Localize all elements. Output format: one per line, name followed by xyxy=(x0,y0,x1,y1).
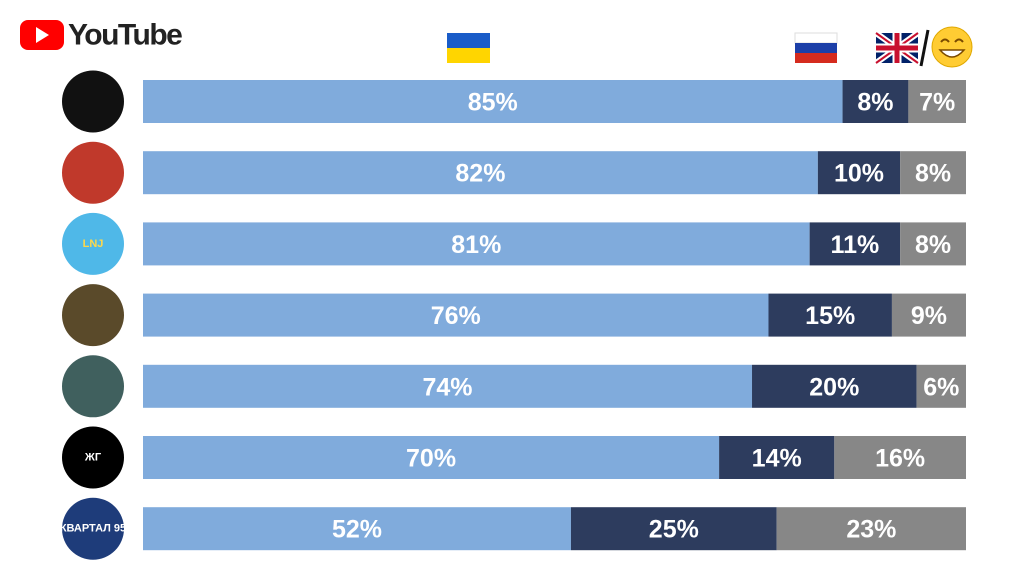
bar-segment xyxy=(143,364,753,408)
channel-avatar xyxy=(62,212,124,275)
channel-avatar xyxy=(62,284,124,347)
bar-segment xyxy=(834,436,966,479)
value-label: 11% xyxy=(831,231,880,259)
bar-segment xyxy=(143,507,571,551)
emoji-face xyxy=(931,26,973,68)
logo-text: YouTube xyxy=(68,19,182,52)
emoji-eyes xyxy=(940,38,964,43)
value-label: 15% xyxy=(805,302,855,330)
bar-segment xyxy=(908,80,966,123)
value-label: 6% xyxy=(923,373,959,401)
flag-white xyxy=(794,32,838,44)
value-label: 52% xyxy=(332,516,382,544)
value-label: 81% xyxy=(451,231,501,259)
value-label: 76% xyxy=(431,302,481,330)
flag-blue xyxy=(795,43,837,53)
uk-cross-red xyxy=(876,33,918,63)
value-label: 7% xyxy=(919,89,955,117)
bar-segment xyxy=(143,80,843,123)
bar-segment xyxy=(842,80,909,123)
bar-segment xyxy=(143,151,818,195)
bar-segment xyxy=(143,293,769,337)
value-label: 74% xyxy=(422,373,472,401)
bar-segment xyxy=(900,151,966,195)
legend-ukraine-flag xyxy=(447,33,490,63)
channel-avatar xyxy=(62,70,124,133)
legend-russia-flag xyxy=(794,32,838,63)
avatar-label: ЖГ xyxy=(84,452,102,464)
bar-segment xyxy=(719,436,835,479)
bar-segment xyxy=(570,507,777,551)
avatar-label: КВАРТАЛ 95 xyxy=(60,523,126,535)
value-label: 20% xyxy=(809,373,859,401)
value-label: 23% xyxy=(846,516,896,544)
flag-yellow xyxy=(447,48,490,63)
bar-segment xyxy=(817,151,901,195)
emoji-mouth xyxy=(938,49,966,58)
legend-other xyxy=(874,26,973,68)
value-label: 14% xyxy=(752,445,802,473)
youtube-logo: YouTube xyxy=(20,19,184,52)
flag-red xyxy=(795,53,837,63)
value-label: 82% xyxy=(455,160,505,188)
value-label: 10% xyxy=(834,160,884,188)
flag-blue xyxy=(447,33,490,48)
slash xyxy=(919,29,930,67)
avatar-label: LNJ xyxy=(83,238,104,250)
bar-segment xyxy=(916,364,966,408)
channel-avatar xyxy=(62,355,124,418)
bar-segment xyxy=(809,222,901,266)
value-label: 8% xyxy=(915,231,951,259)
value-label: 8% xyxy=(915,160,951,188)
channel-avatar xyxy=(62,141,124,204)
value-label: 9% xyxy=(911,302,947,330)
bar-segment xyxy=(752,364,917,408)
bar-segment xyxy=(776,507,966,551)
logo-play xyxy=(36,27,49,43)
value-label: 25% xyxy=(649,516,699,544)
value-label: 8% xyxy=(857,89,893,117)
channel-avatar xyxy=(62,497,124,560)
value-label: 85% xyxy=(468,89,518,117)
bar-segment xyxy=(891,293,966,337)
bar-segment xyxy=(900,222,966,266)
bar-segment xyxy=(143,436,720,479)
value-label: 70% xyxy=(406,445,456,473)
bar-segment xyxy=(768,293,892,337)
bar-segment xyxy=(143,222,810,266)
channel-avatar xyxy=(62,426,124,489)
value-label: 16% xyxy=(875,445,925,473)
